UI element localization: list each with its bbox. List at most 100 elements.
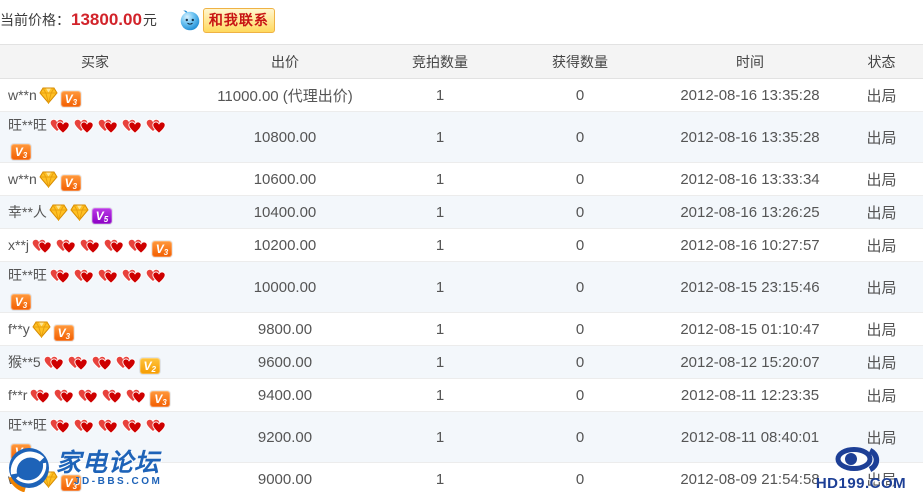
buyer-name: w**n [8,86,37,103]
status-label: 出局 [840,228,923,262]
red-heart-icon [125,386,147,404]
won-count: 0 [500,312,660,346]
table-row: w**n V3 10600.00 1 0 2012-08-16 13:33:34 … [0,162,923,196]
red-heart-icon [115,353,137,371]
buyer-rank-icons: V3 [8,266,167,310]
bid-time: 2012-08-16 13:35:28 [660,78,840,112]
bid-amount: 10400.00 [190,195,380,229]
bid-count: 1 [380,78,500,112]
red-heart-icon [121,116,143,134]
status-label: 出局 [840,378,923,412]
red-heart-icon [121,266,143,284]
status-label: 出局 [840,162,923,196]
red-heart-icon [43,353,65,371]
red-heart-icon [31,236,53,254]
jdbbs-logo-icon [6,446,52,492]
red-heart-icon [49,416,71,434]
buyer-rank-icons: V3 [37,171,81,191]
bid-count: 1 [380,345,500,379]
contact-me-button[interactable]: 和我联系 [179,7,275,33]
won-count: 0 [500,78,660,112]
red-heart-icon [73,416,95,434]
vip-badge-v3: V3 [11,144,31,160]
bid-count: 1 [380,162,500,196]
buyer-name: 旺**旺 [8,117,47,133]
table-header-row: 买家 出价 竞拍数量 获得数量 时间 状态 [0,44,923,79]
header-buyer: 买家 [0,44,190,79]
bid-count: 1 [380,378,500,412]
won-count: 0 [500,162,660,196]
bid-time: 2012-08-11 12:23:35 [660,378,840,412]
table-row: x**j V3 10200.00 1 0 2012-08-16 10:27:57 … [0,228,923,262]
vip-badge-v3: V3 [152,240,173,257]
bid-time: 2012-08-16 13:26:25 [660,195,840,229]
buyer-rank-icons: V3 [37,87,81,107]
vip-badge-v3: V3 [60,174,81,191]
status-label: 出局 [840,345,923,379]
current-price-label: 当前价格： [0,12,70,28]
vip-badge-v3: V3 [60,90,81,107]
bid-amount: 10600.00 [190,162,380,196]
red-heart-icon [145,116,167,134]
bid-time: 2012-08-09 21:54:58 [660,462,840,492]
won-count: 0 [500,228,660,262]
buyer-rank-icons: V3 [30,321,74,341]
bid-amount: 11000.00 (代理出价) [190,78,380,112]
current-price-value: 13800.00 [71,10,142,29]
vip-badge-v3: V3 [11,294,31,310]
table-row: 旺**旺V3 9200.00 1 0 2012-08-11 08:40:01 出… [0,411,923,463]
red-heart-icon [97,116,119,134]
buyer-name: 幸**人 [8,203,47,220]
bid-amount: 10800.00 [190,111,380,163]
won-count: 0 [500,411,660,463]
red-heart-icon [55,236,77,254]
red-heart-icon [79,236,101,254]
table-row: f**y V3 9800.00 1 0 2012-08-15 01:10:47 出… [0,312,923,346]
hd199-watermark: HD199.COM [801,447,921,491]
bid-time: 2012-08-16 13:35:28 [660,111,840,163]
header-time: 时间 [660,44,840,79]
red-heart-icon [29,386,51,404]
bid-amount: 9600.00 [190,345,380,379]
won-count: 0 [500,378,660,412]
bid-amount: 9200.00 [190,411,380,463]
vip-badge-v3: V3 [53,324,74,341]
red-heart-icon [127,236,149,254]
red-heart-icon [97,416,119,434]
red-heart-icon [49,116,71,134]
table-row: 幸**人 V5 10400.00 1 0 2012-08-16 13:26:25 … [0,195,923,229]
bid-count: 1 [380,111,500,163]
buyer-name: f**y [8,320,30,337]
buyer-name: x**j [8,236,30,253]
bid-count: 1 [380,195,500,229]
table-row: 猴**5 V2 9600.00 1 0 2012-08-12 15:20:07 出… [0,345,923,379]
red-heart-icon [73,116,95,134]
bid-time: 2012-08-16 10:27:57 [660,228,840,262]
bid-count: 1 [380,312,500,346]
buyer-rank-icons: V3 [29,236,173,257]
bid-time: 2012-08-12 15:20:07 [660,345,840,379]
red-heart-icon [121,416,143,434]
won-count: 0 [500,462,660,492]
buyer-rank-icons: V5 [47,204,112,224]
red-heart-icon [53,386,75,404]
bid-count: 1 [380,228,500,262]
gold-diamond-icon [32,321,51,339]
buyer-name: w**n [8,170,37,187]
header-status: 状态 [840,44,923,79]
buyer-rank-icons: V2 [41,353,160,374]
red-heart-icon [67,353,89,371]
bid-time: 2012-08-16 13:33:34 [660,162,840,196]
bid-amount: 9000.00 [190,462,380,492]
header-bid: 出价 [190,44,380,79]
bid-count: 1 [380,261,500,313]
gold-diamond-icon [39,171,58,189]
won-count: 0 [500,261,660,313]
table-row: f**r V3 9400.00 1 0 2012-08-11 12:23:35 出… [0,378,923,412]
status-label: 出局 [840,261,923,313]
buyer-name: 猴**5 [8,353,41,370]
buyer-rank-icons: V3 [8,116,167,160]
red-heart-icon [103,236,125,254]
currency-unit: 元 [142,12,157,28]
jdbbs-title: 家电论坛 [56,449,161,477]
